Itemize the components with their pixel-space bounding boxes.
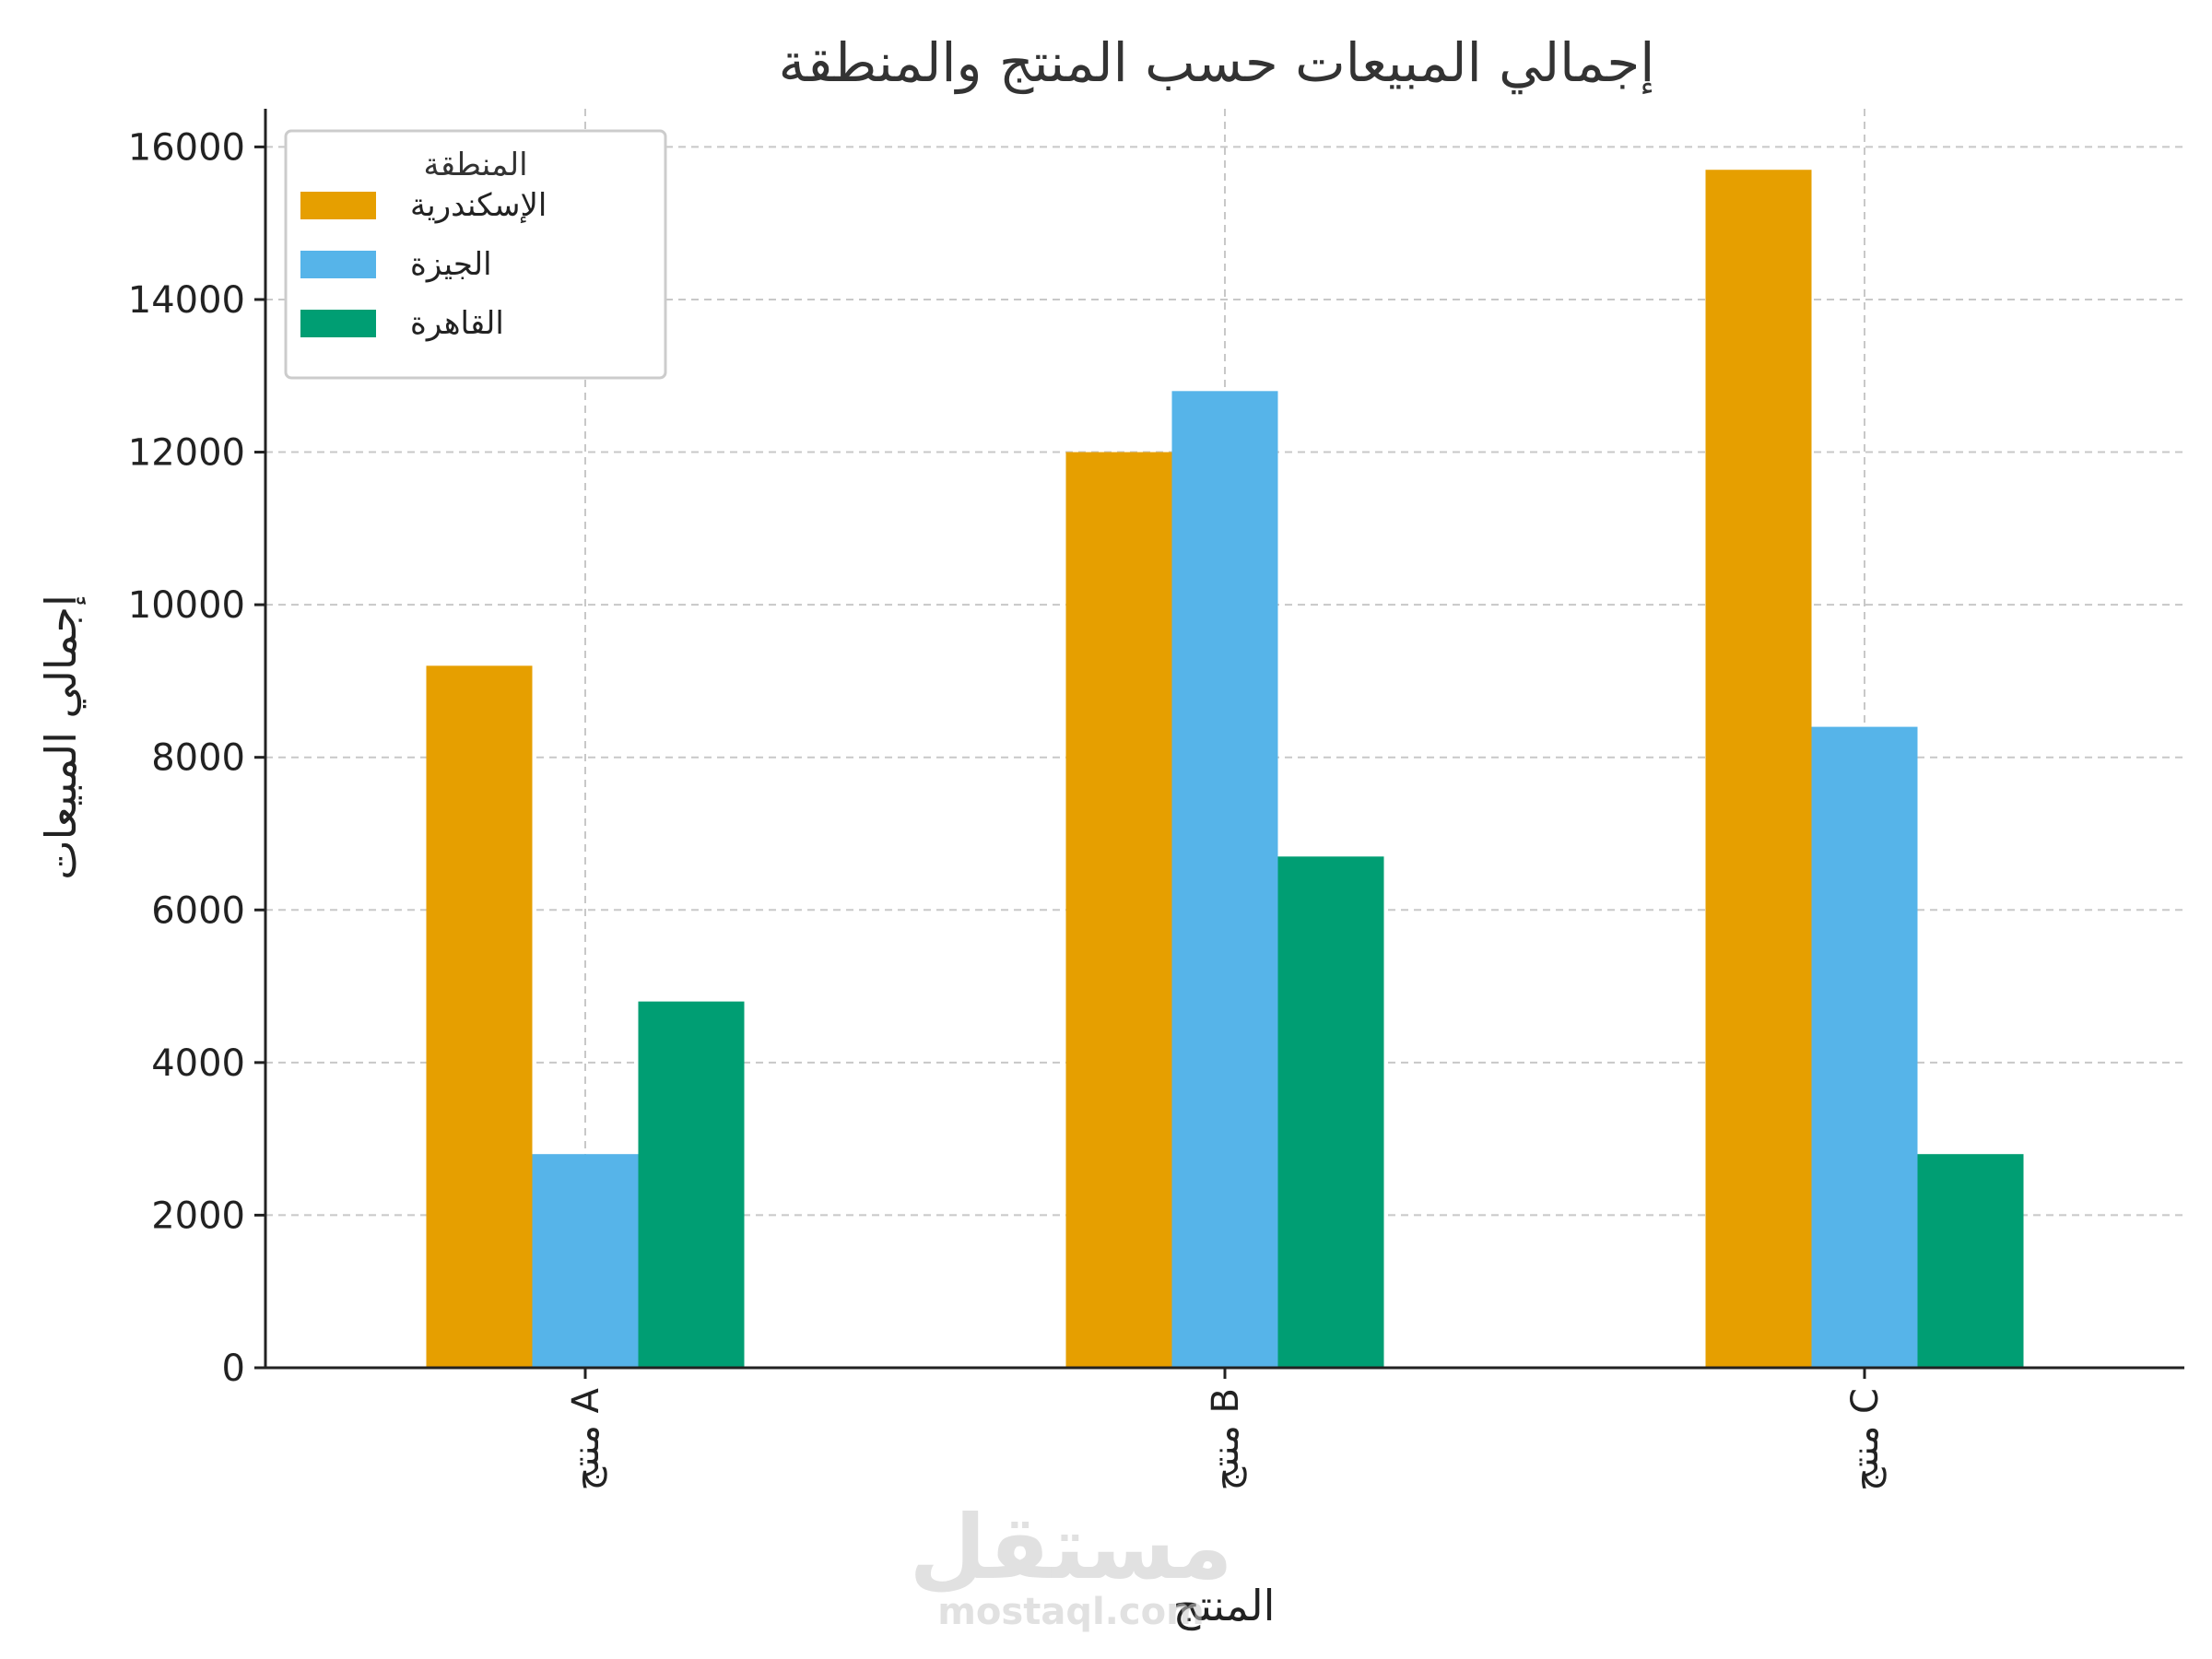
x-tick-label: منتج C [1844, 1388, 1887, 1491]
y-tick-label: 14000 [128, 279, 245, 322]
y-axis-label: إجمالي المبيعات [36, 594, 87, 879]
y-tick-label: 4000 [151, 1042, 245, 1085]
y-tick-label: 16000 [128, 126, 245, 169]
y-tick-label: 0 [222, 1347, 245, 1390]
bar [426, 665, 533, 1368]
x-tick-label: منتج B [1205, 1388, 1247, 1491]
legend-swatch [300, 310, 376, 337]
legend-title: المنطقة [423, 147, 527, 183]
x-tick-label: منتج A [565, 1387, 607, 1490]
y-tick-label: 6000 [151, 889, 245, 932]
bar [1811, 726, 1918, 1368]
legend-swatch [300, 251, 376, 278]
y-tick-label: 2000 [151, 1194, 245, 1237]
bars [426, 170, 2024, 1369]
y-tick-label: 12000 [128, 432, 245, 475]
bar [532, 1154, 639, 1368]
y-tick-label: 8000 [151, 737, 245, 780]
bar [1705, 170, 1812, 1368]
bar [1917, 1154, 2024, 1368]
legend: المنطقة الإسكندرية الجيزة القاهرة [284, 129, 667, 380]
legend-swatch [300, 192, 376, 219]
legend-label: الجيزة [410, 246, 492, 283]
bar [1277, 856, 1384, 1368]
legend-label: الإسكندرية [410, 187, 547, 224]
legend-entries: الإسكندرية الجيزة القاهرة [300, 187, 547, 342]
bar [638, 1001, 745, 1368]
watermark-logo: مستقل [909, 1496, 1232, 1599]
bar [1065, 452, 1172, 1369]
watermark: مستقل mostaql.com [909, 1496, 1232, 1633]
chart-title: إجمالي المبيعات حسب المنتج والمنطقة [779, 31, 1655, 95]
bar [1171, 391, 1278, 1368]
y-tick-label: 10000 [128, 584, 245, 627]
legend-label: القاهرة [410, 305, 504, 342]
x-axis-label: المنتج [1173, 1581, 1276, 1630]
legend-box [284, 129, 667, 380]
watermark-url: mostaql.com [937, 1591, 1205, 1633]
y-ticks: 0 2000 4000 6000 8000 10000 12000 14000 16000 [128, 126, 265, 1390]
x-ticks: منتج A منتج B منتج C [565, 1368, 1887, 1491]
